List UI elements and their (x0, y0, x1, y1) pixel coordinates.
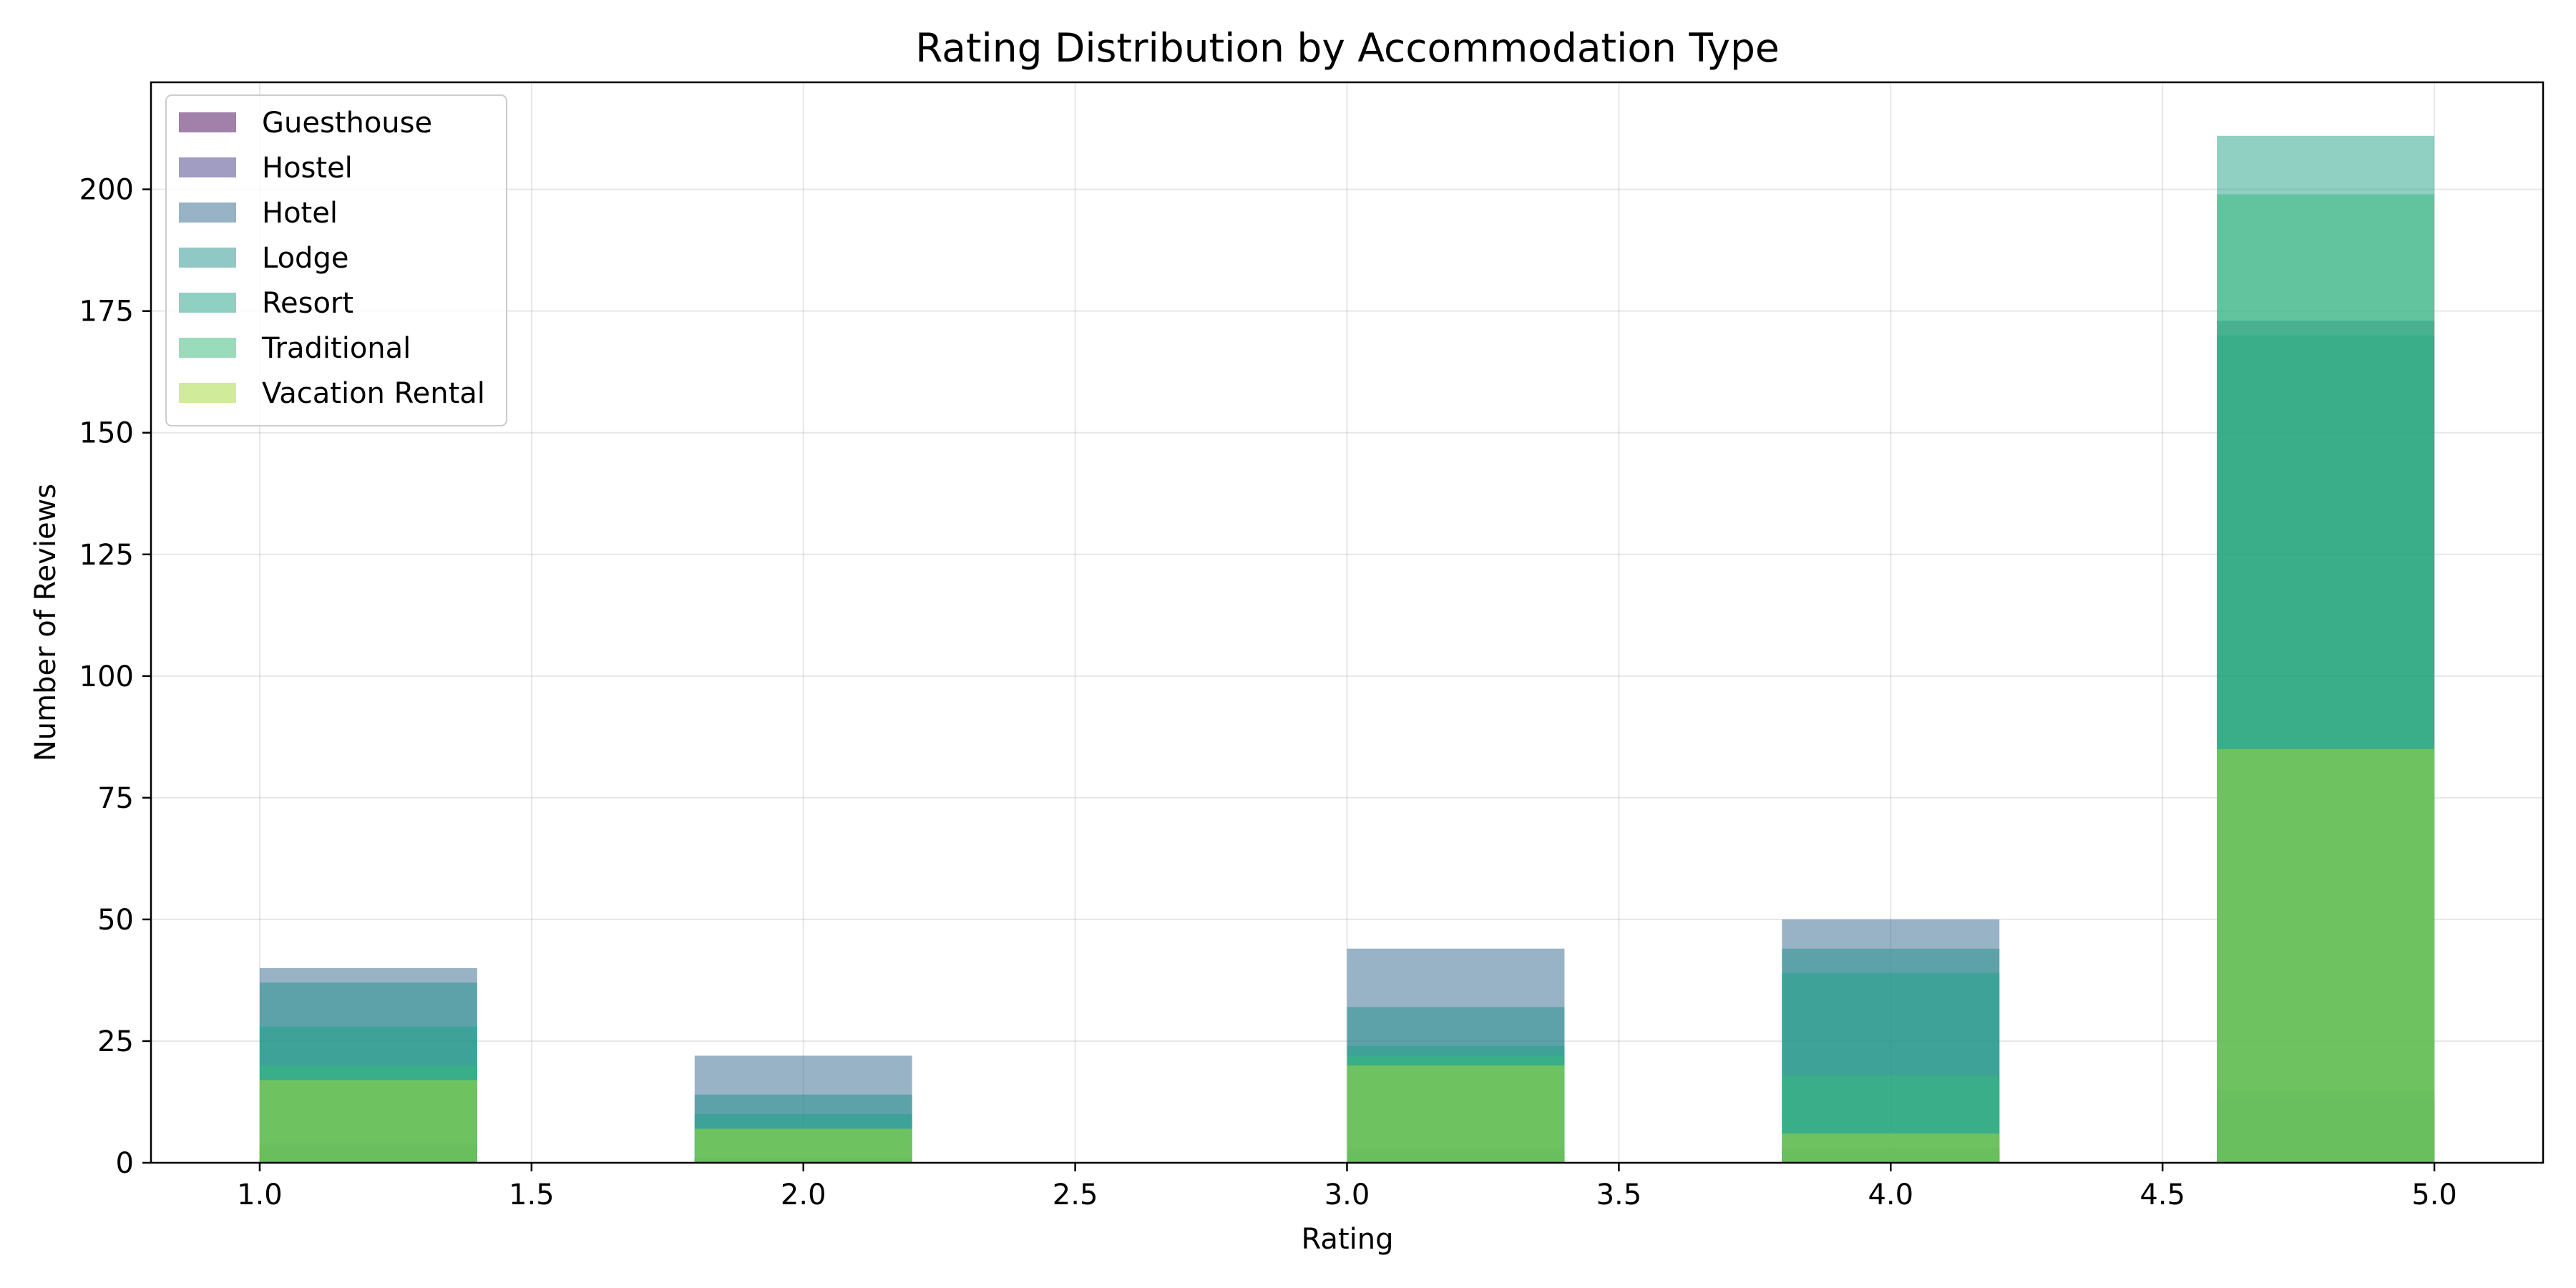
x-tick-label: 3.0 (1324, 1179, 1370, 1211)
x-tick-label: 2.0 (781, 1179, 826, 1211)
legend-label-traditional: Traditional (261, 332, 411, 365)
x-axis-label: Rating (1302, 1223, 1394, 1256)
bar-vacation-rental (1347, 1065, 1565, 1163)
legend-box (165, 94, 507, 426)
bar-vacation-rental (1782, 1133, 2000, 1163)
x-tick-label: 2.5 (1053, 1179, 1098, 1211)
bar-vacation-rental (2217, 748, 2435, 1163)
y-tick-label: 150 (79, 417, 134, 450)
x-tick-label: 4.0 (1868, 1179, 1913, 1211)
y-tick-label: 200 (79, 174, 134, 207)
y-tick-label: 75 (97, 782, 134, 815)
y-tick-label: 125 (79, 539, 134, 572)
legend-swatch-guesthouse (179, 112, 236, 132)
x-tick-label: 1.5 (509, 1179, 555, 1211)
y-axis-label: Number of Reviews (29, 484, 62, 761)
legend-swatch-hotel (179, 203, 236, 223)
y-tick-label: 50 (97, 904, 134, 937)
legend-swatch-hostel (179, 157, 236, 177)
y-axis-ticks: 0 25 50 75 100 125 150 175 200 (79, 174, 151, 1180)
legend-label-resort: Resort (262, 287, 353, 320)
legend-label-hostel: Hostel (262, 152, 353, 185)
x-axis-ticks: 1.0 1.5 2.0 2.5 3.0 3.5 4.0 4.5 5.0 (237, 1163, 2457, 1211)
y-tick-label: 25 (97, 1025, 134, 1058)
legend-label-hotel: Hotel (262, 197, 338, 230)
x-tick-label: 5.0 (2411, 1179, 2457, 1211)
x-tick-label: 3.5 (1596, 1179, 1642, 1211)
y-tick-label: 175 (79, 296, 134, 328)
legend: Guesthouse Hostel Hotel Lodge Resort Traditio… (165, 94, 507, 426)
legend-label-guesthouse: Guesthouse (262, 107, 432, 140)
legend-label-vacation-rental: Vacation Rental (262, 377, 485, 410)
bar-vacation-rental (259, 1080, 477, 1163)
legend-swatch-traditional (179, 338, 236, 358)
legend-swatch-vacation-rental (179, 383, 236, 403)
y-tick-label: 0 (116, 1147, 134, 1180)
legend-swatch-resort (179, 293, 236, 313)
bars (259, 135, 2435, 1163)
x-tick-label: 4.5 (2140, 1179, 2185, 1211)
legend-swatch-lodge (179, 248, 236, 268)
y-tick-label: 100 (79, 660, 134, 693)
legend-label-lodge: Lodge (262, 242, 348, 275)
chart-title: Rating Distribution by Accommodation Typ… (915, 25, 1779, 71)
bar-vacation-rental (694, 1128, 912, 1163)
x-tick-label: 1.0 (237, 1179, 283, 1211)
